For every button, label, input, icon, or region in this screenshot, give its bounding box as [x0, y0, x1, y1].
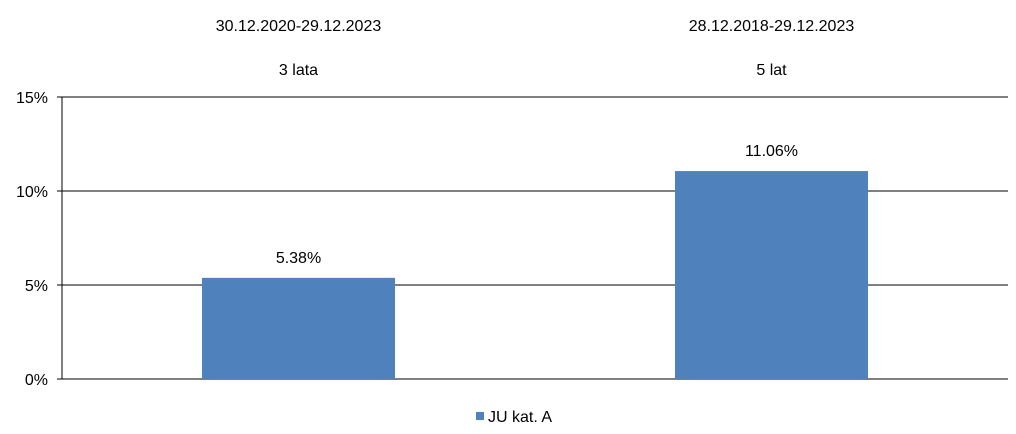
bar-2 — [675, 171, 868, 379]
y-tick-label: 10% — [16, 184, 48, 201]
y-tick-label: 0% — [25, 372, 48, 389]
legend-label: JU kat. A — [488, 409, 552, 426]
bars — [202, 171, 868, 379]
bar-1 — [202, 277, 395, 379]
category-period-label: 30.12.2020-29.12.2023 — [216, 18, 382, 35]
data-labels: 5.38% 11.06% — [276, 143, 798, 267]
legend-swatch — [476, 412, 484, 420]
category-duration-label: 3 lata — [279, 62, 318, 79]
legend: JU kat. A — [476, 409, 552, 426]
category-period-label: 28.12.2018-29.12.2023 — [689, 18, 855, 35]
category-duration-label: 5 lat — [756, 62, 787, 79]
y-axis: 0% 5% 10% 15% — [16, 90, 63, 389]
category-labels: 30.12.2020-29.12.2023 3 lata 28.12.2018-29… — [216, 18, 855, 79]
data-label: 11.06% — [745, 143, 798, 160]
y-tick-label: 15% — [16, 90, 48, 107]
y-tick-label: 5% — [25, 278, 48, 295]
data-label: 5.38% — [276, 250, 321, 267]
